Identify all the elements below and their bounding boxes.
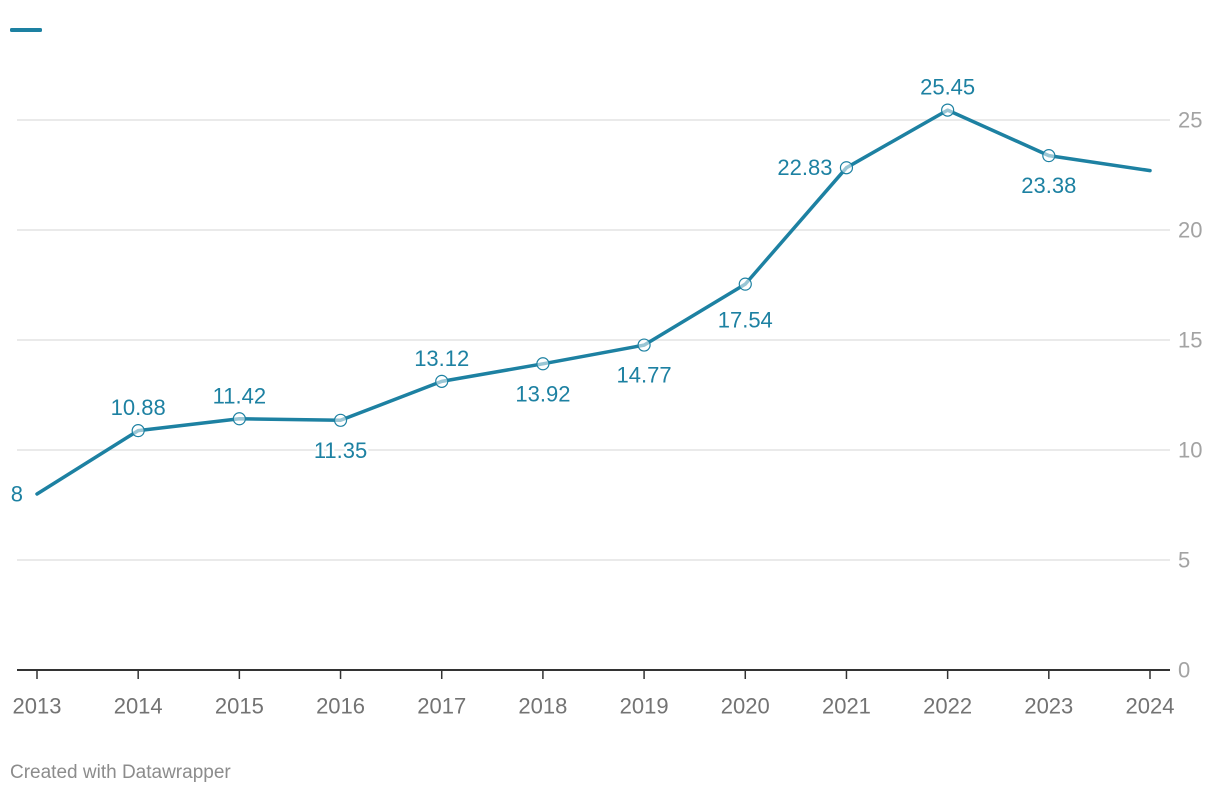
data-label: 8 <box>11 482 23 507</box>
y-tick-label: 5 <box>1178 548 1190 573</box>
y-tick-label: 10 <box>1178 438 1202 463</box>
x-tick-label: 2023 <box>1024 694 1073 719</box>
data-point-marker <box>941 103 955 117</box>
x-tick-label: 2017 <box>417 694 466 719</box>
y-tick-label: 25 <box>1178 108 1202 133</box>
series-line <box>35 108 1152 496</box>
y-axis: 0 5 10 15 20 25 <box>1178 108 1202 683</box>
x-tick-label: 2016 <box>316 694 365 719</box>
x-tick-label: 2024 <box>1126 694 1175 719</box>
data-label: 22.83 <box>777 155 832 180</box>
data-label: 11.42 <box>213 383 266 408</box>
data-point-marker <box>738 277 752 291</box>
data-point-marker <box>333 413 348 427</box>
x-tick-label: 2014 <box>114 694 163 719</box>
x-tick-label: 2015 <box>215 694 264 719</box>
data-point-marker <box>536 357 550 371</box>
x-tick-label: 2020 <box>721 694 770 719</box>
y-tick-label: 0 <box>1178 658 1190 683</box>
data-label: 13.92 <box>515 381 570 406</box>
data-label: 11.35 <box>314 438 367 463</box>
data-label: 14.77 <box>617 363 672 388</box>
data-point-marker <box>131 424 145 438</box>
legend-swatch <box>10 28 42 32</box>
data-label: 25.45 <box>920 75 975 100</box>
x-tick-label: 2018 <box>518 694 567 719</box>
data-labels: 8 10.88 11.42 11.35 13.12 13.92 14.77 17.54 22.8… <box>8 72 1079 509</box>
data-point-marker <box>435 374 449 388</box>
x-tick-label: 2021 <box>822 694 871 719</box>
y-tick-label: 15 <box>1178 328 1202 353</box>
data-point-marker <box>839 161 854 175</box>
data-label: 17.54 <box>718 308 773 333</box>
data-point-marker <box>637 338 651 352</box>
x-tick-label: 2022 <box>923 694 972 719</box>
data-label: 13.12 <box>414 346 469 371</box>
gridlines <box>17 119 1170 561</box>
x-axis: 2013 2014 2015 2016 2017 2018 2019 2020 2021 2022… <box>13 669 1175 719</box>
data-label: 23.38 <box>1021 173 1076 198</box>
data-point-markers <box>131 103 1056 438</box>
x-tick-label: 2019 <box>620 694 669 719</box>
data-point-marker <box>232 412 246 426</box>
credit-link[interactable]: Created with Datawrapper <box>10 762 231 783</box>
x-tick-label: 2013 <box>13 694 62 719</box>
data-point-marker <box>1042 149 1056 163</box>
y-tick-label: 20 <box>1178 218 1202 243</box>
data-label: 10.88 <box>111 395 166 420</box>
